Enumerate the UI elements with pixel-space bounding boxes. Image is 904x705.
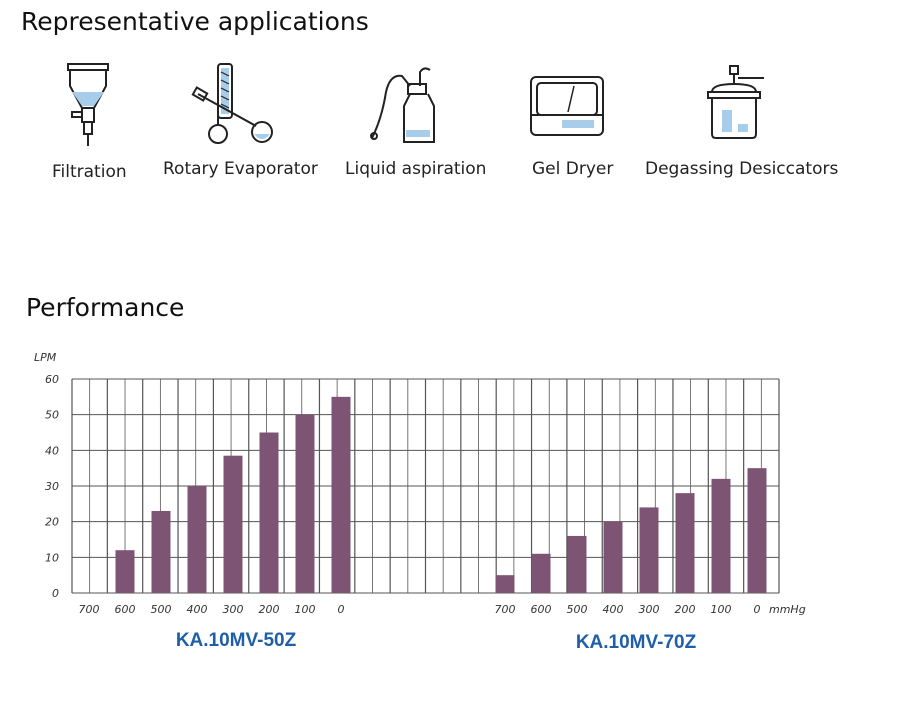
x-tick-label: 300 [639,603,660,616]
x-tick-label: 500 [567,603,588,616]
y-tick-label: 10 [45,551,59,564]
bar-layer [115,396,767,593]
app-degassing-desiccator [700,62,770,142]
x-tick-label: 400 [187,603,208,616]
x-tick-label: 0 [338,603,345,616]
y-tick-label: 50 [45,409,59,422]
x-tick-label: 600 [531,603,552,616]
bar-50z-400 [187,486,207,593]
x-axis-ticks: 700 600 500 400 300 200 100 0 700 600 500 400 300 200… [79,603,761,616]
desiccator-icon [707,65,764,139]
bar-70z-0 [747,468,767,593]
app-label-filtration: Filtration [52,162,127,182]
x-tick-label: 200 [259,603,280,616]
chart-title-50z: KA.10MV-50Z [176,630,297,651]
app-label-degassing-desiccators: Degassing Desiccators [645,159,839,179]
y-tick-label: 40 [45,444,59,457]
bar-70z-100 [711,478,731,593]
bar-50z-200 [259,432,279,593]
app-filtration [60,60,120,152]
bar-70z-500 [567,535,587,593]
x-tick-label: 200 [675,603,696,616]
app-liquid-aspiration [368,62,444,146]
bar-50z-300 [223,455,243,593]
y-axis-ticks: 0 10 20 30 40 50 60 [45,373,59,600]
bar-50z-0 [331,396,351,593]
app-label-rotary-evaporator: Rotary Evaporator [163,159,318,179]
bar-70z-600 [531,553,551,593]
x-tick-label: 500 [151,603,172,616]
x-tick-label: 300 [223,603,244,616]
performance-chart: LPM 0 10 20 30 40 50 60 700 600 500 400 300 200 100 0… [34,351,806,653]
y-tick-label: 30 [45,480,59,493]
x-axis-unit: mmHg [769,603,806,616]
x-tick-label: 400 [603,603,624,616]
x-tick-label: 100 [295,603,316,616]
gel-dryer-icon [530,76,604,136]
filtration-icon [67,63,109,146]
liquid-aspiration-icon [370,67,435,143]
applications-heading: Representative applications [21,7,369,36]
y-tick-label: 60 [45,373,59,386]
x-tick-label: 100 [711,603,732,616]
x-tick-label: 700 [495,603,516,616]
bar-70z-200 [675,493,695,593]
rotary-evaporator-icon [191,63,273,144]
app-gel-dryer [528,74,608,138]
app-rotary-evaporator [190,60,280,150]
x-tick-label: 600 [115,603,136,616]
bar-70z-700 [495,575,515,593]
app-label-gel-dryer: Gel Dryer [532,159,614,179]
bar-50z-600 [115,550,135,593]
y-tick-label: 20 [45,516,59,529]
bar-50z-100 [295,414,315,593]
bar-70z-400 [603,521,623,593]
bar-70z-300 [639,507,659,593]
y-tick-label: 0 [52,587,59,600]
performance-heading: Performance [26,293,185,322]
x-tick-label: 700 [79,603,100,616]
chart-grid [71,378,780,594]
app-label-liquid-aspiration: Liquid aspiration [345,159,487,179]
bar-50z-500 [151,510,171,593]
y-axis-label: LPM [34,351,57,364]
chart-title-70z: KA.10MV-70Z [576,632,697,653]
x-tick-label: 0 [754,603,761,616]
